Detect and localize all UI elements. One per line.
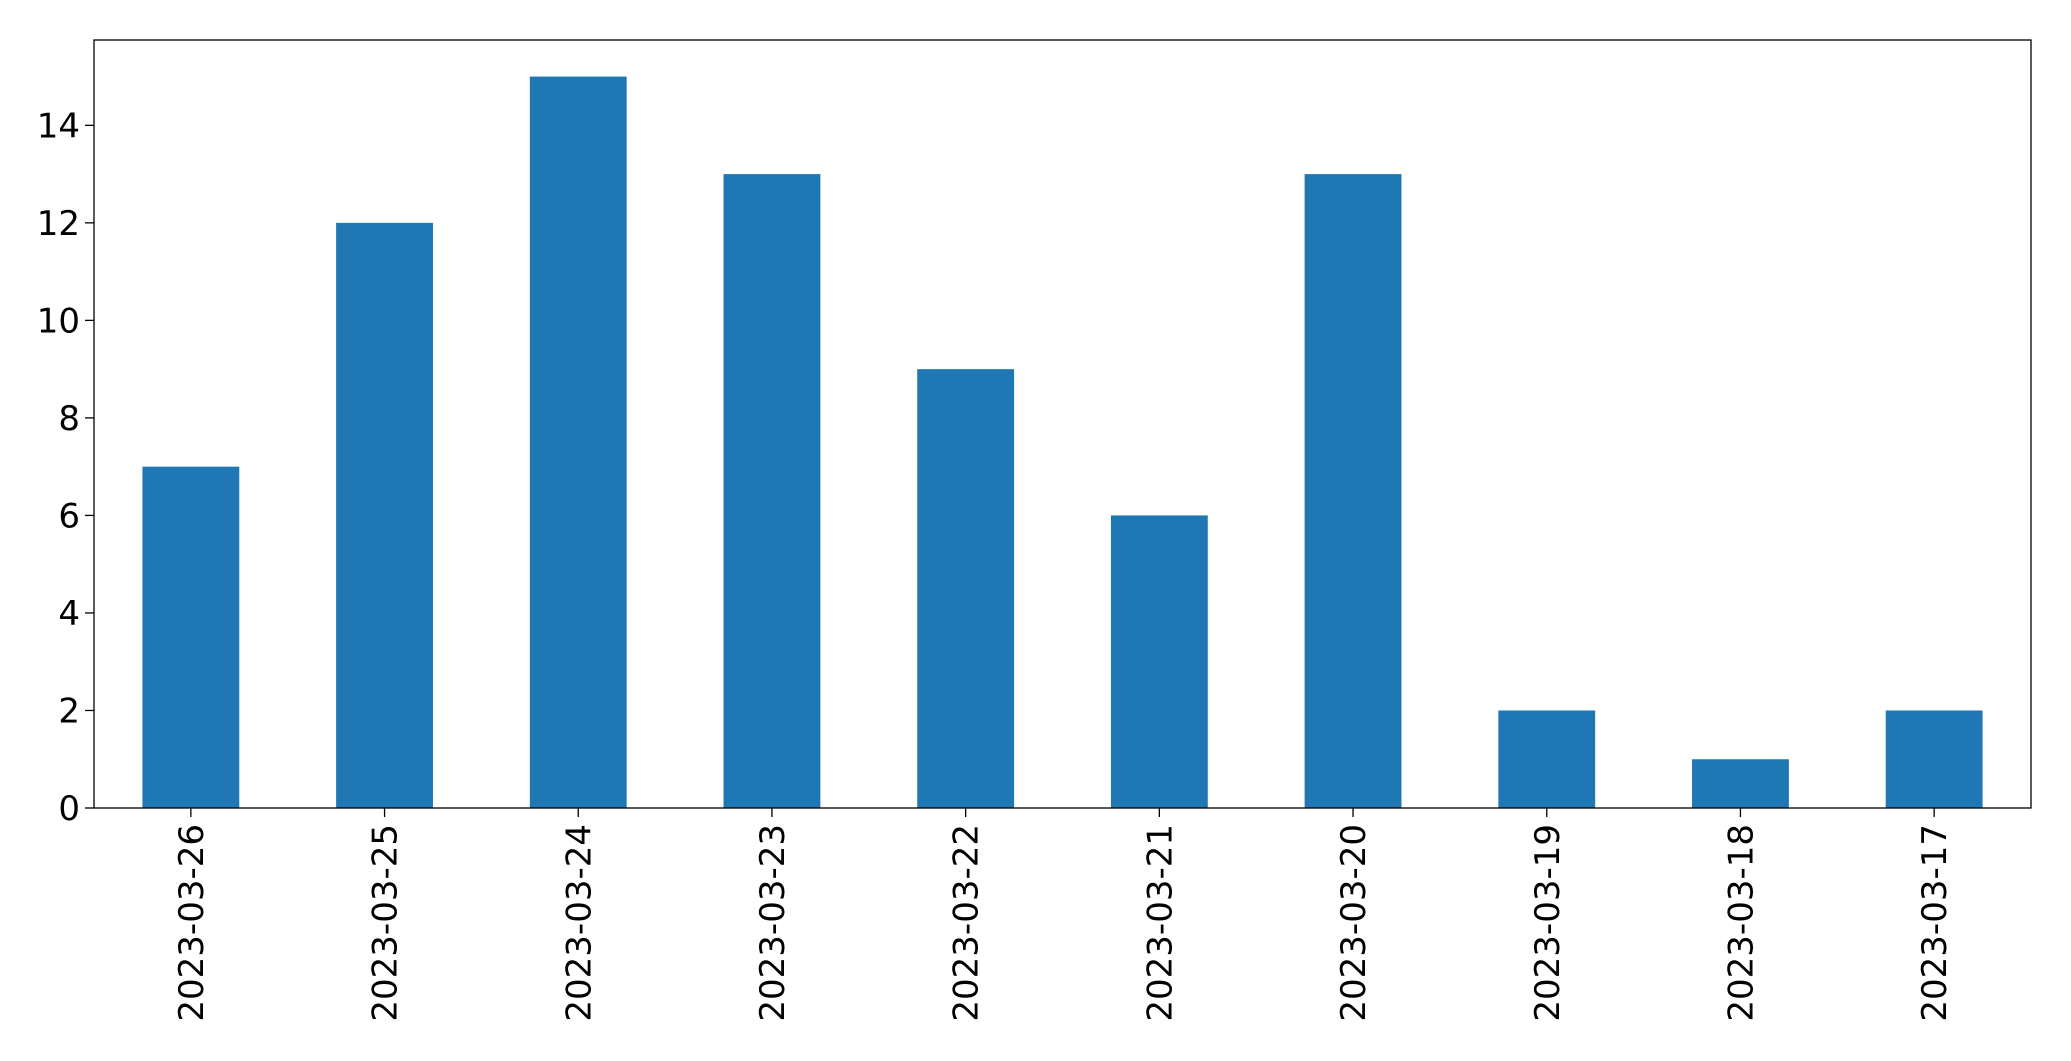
x-tick-label: 2023-03-20 <box>1334 824 1374 1022</box>
bar <box>142 466 240 808</box>
x-tick-label: 2023-03-22 <box>947 824 987 1022</box>
bar <box>1304 174 1402 809</box>
y-tick-label: 4 <box>58 594 80 634</box>
y-tick-label: 8 <box>58 399 80 439</box>
bar <box>723 174 821 809</box>
y-tick-label: 12 <box>37 204 80 244</box>
x-tick-label: 2023-03-25 <box>366 824 406 1022</box>
y-tick-label: 14 <box>37 106 80 146</box>
y-tick-label: 6 <box>58 496 80 536</box>
x-tick-label: 2023-03-23 <box>753 824 793 1022</box>
plot-frame <box>93 39 2032 809</box>
x-tick-label: 2023-03-19 <box>1528 824 1568 1022</box>
bar <box>1692 759 1789 808</box>
x-tick-label: 2023-03-26 <box>172 824 212 1022</box>
y-tick-label: 10 <box>37 301 80 341</box>
bar <box>1498 710 1596 808</box>
bar <box>529 76 627 809</box>
bar <box>917 369 1015 808</box>
y-tick-label: 0 <box>58 789 80 829</box>
bar <box>1110 515 1208 808</box>
x-tick-label: 2023-03-17 <box>1915 824 1955 1022</box>
bar <box>336 222 433 808</box>
y-tick-label: 2 <box>58 691 80 731</box>
x-tick-label: 2023-03-24 <box>559 824 599 1022</box>
bar <box>1885 710 1983 808</box>
x-tick-label: 2023-03-18 <box>1721 824 1761 1022</box>
x-tick-label: 2023-03-21 <box>1140 824 1180 1022</box>
